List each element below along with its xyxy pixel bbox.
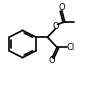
Text: Cl: Cl [67, 43, 75, 52]
Text: O: O [52, 22, 59, 31]
Text: O: O [59, 3, 65, 12]
Text: O: O [49, 56, 56, 65]
